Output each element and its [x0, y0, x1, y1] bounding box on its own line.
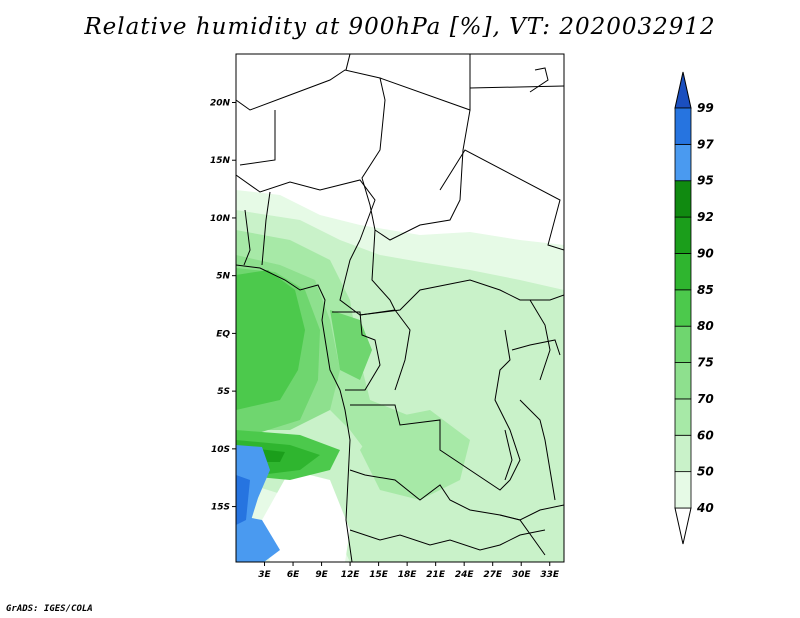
- lon-tick-label: 3E: [258, 570, 271, 580]
- lon-tick-label: 21E: [426, 570, 446, 580]
- colorbar-level-label: 95: [697, 174, 714, 188]
- lat-tick-label: 20N: [210, 98, 231, 108]
- colorbar-min-triangle: [674, 507, 692, 545]
- lat-tick-label: 10S: [211, 445, 230, 455]
- colorbar-box: [674, 216, 692, 254]
- colorbar-level-label: 90: [697, 246, 714, 260]
- colorbar-level-label: 75: [697, 356, 714, 370]
- colorbar-box: [674, 434, 692, 473]
- lon-tick-label: 6E: [287, 570, 300, 580]
- colorbar-box: [674, 471, 692, 509]
- colorbar-box: [674, 107, 692, 145]
- colorbar-box: [674, 253, 692, 291]
- humidity-fill: [236, 54, 564, 562]
- colorbar-level-label: 85: [697, 283, 714, 297]
- colorbar-box: [674, 362, 692, 400]
- lon-tick-label: 9E: [315, 570, 328, 580]
- lon-tick-label: 27E: [483, 570, 503, 580]
- lat-tick-label: 15N: [210, 156, 231, 166]
- lon-tick-label: 33E: [540, 570, 560, 580]
- latitude-axis: 20N 15N 10N 5N EQ 5S 10S 15S: [210, 98, 236, 513]
- lat-tick-label: 15S: [211, 503, 230, 513]
- colorbar-level-label: 92: [697, 210, 714, 224]
- colorbar: 40 50 60 70 75 80 85 90 92 95 97 99: [674, 71, 714, 545]
- country-borders: [236, 54, 564, 562]
- colorbar-level-label: 80: [697, 319, 714, 333]
- colorbar-level-label: 40: [696, 501, 714, 515]
- colorbar-level-label: 60: [697, 428, 714, 442]
- colorbar-box: [674, 143, 692, 182]
- lon-tick-label: 12E: [341, 570, 361, 580]
- colorbar-box: [674, 398, 692, 436]
- lat-tick-label: 5N: [216, 272, 230, 282]
- lat-tick-label: EQ: [216, 329, 230, 339]
- colorbar-level-label: 70: [697, 392, 714, 406]
- map-title: Relative humidity at 900hPa [%], VT: 202…: [84, 14, 716, 40]
- colorbar-box: [674, 180, 692, 218]
- credit-label: GrADS: IGES/COLA: [6, 604, 93, 614]
- lon-tick-label: 30E: [512, 570, 532, 580]
- lat-tick-label: 5S: [217, 387, 230, 397]
- lat-tick-label: 10N: [210, 214, 231, 224]
- lon-tick-label: 15E: [369, 570, 389, 580]
- colorbar-level-label: 50: [697, 465, 714, 479]
- lon-tick-label: 18E: [398, 570, 418, 580]
- lon-tick-label: 24E: [455, 570, 475, 580]
- colorbar-box: [674, 289, 692, 327]
- longitude-axis: 3E 6E 9E 12E 15E 18E 21E 24E 27E 30E 33E: [258, 562, 560, 580]
- colorbar-level-label: 99: [697, 101, 714, 115]
- map-frame: [235, 53, 565, 563]
- colorbar-box: [674, 325, 692, 363]
- colorbar-max-triangle: [674, 71, 692, 109]
- colorbar-level-label: 97: [697, 137, 714, 151]
